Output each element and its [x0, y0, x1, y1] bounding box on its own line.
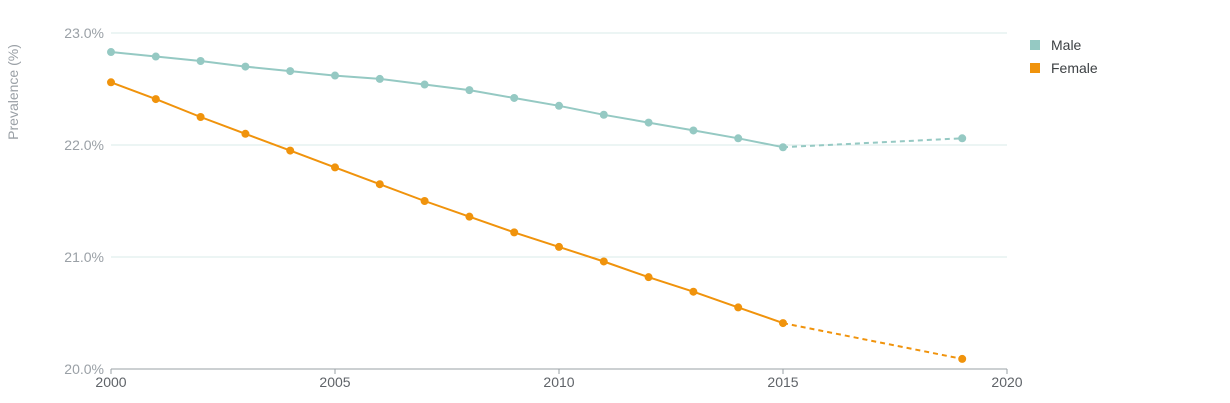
data-point-male: [510, 93, 519, 102]
data-point-male: [286, 67, 295, 76]
data-point-female: [241, 129, 250, 138]
legend-label-female: Female: [1051, 59, 1098, 76]
data-point-male: [375, 74, 384, 83]
data-point-female: [510, 228, 519, 237]
x-tick-label: 2020: [991, 374, 1022, 390]
data-point-female: [151, 95, 160, 104]
data-point-male: [599, 110, 608, 119]
data-point-female: [107, 78, 115, 87]
y-tick-label: 23.0%: [64, 25, 104, 41]
data-point-male: [331, 71, 339, 80]
data-point-female: [331, 163, 339, 172]
data-point-male: [107, 48, 115, 57]
data-point-female: [689, 287, 698, 296]
legend-swatch-male: [1030, 39, 1040, 50]
data-point-female: [644, 273, 653, 282]
legend-label-male: Male: [1051, 36, 1082, 53]
data-point-male: [644, 118, 653, 127]
data-point-male: [151, 52, 160, 61]
data-point-male: [555, 101, 563, 110]
legend-item-male[interactable]: Male: [1030, 33, 1098, 56]
legend-swatch-female: [1030, 62, 1040, 73]
y-tick-label: 22.0%: [64, 137, 104, 153]
projection-point-female: [958, 354, 967, 363]
data-point-female: [734, 303, 743, 312]
series-projection-female: [782, 322, 963, 360]
x-tick-label: 2005: [319, 374, 350, 390]
data-point-female: [555, 242, 563, 251]
data-point-female: [286, 146, 295, 155]
y-tick-label: 20.0%: [64, 361, 104, 377]
data-point-female: [779, 319, 787, 328]
y-axis-label: Prevalence (%): [5, 44, 21, 140]
data-point-male: [779, 143, 787, 152]
data-point-female: [420, 197, 429, 205]
legend: Male Female: [1030, 33, 1098, 79]
data-point-male: [241, 62, 250, 71]
x-axis-ticks: 2000 2005 2010 2015 2020: [95, 369, 1023, 390]
projection-point-male: [958, 134, 967, 143]
data-point-male: [734, 134, 743, 143]
data-point-male: [689, 126, 698, 135]
x-tick-label: 2015: [767, 374, 798, 390]
data-point-female: [465, 212, 474, 221]
data-point-female: [375, 180, 384, 189]
data-point-male: [420, 80, 429, 89]
y-axis-ticks: 20.0% 21.0% 22.0% 23.0%: [64, 25, 104, 377]
data-point-male: [465, 86, 474, 95]
y-tick-label: 21.0%: [64, 249, 104, 265]
data-point-male: [196, 57, 205, 65]
legend-item-female[interactable]: Female: [1030, 56, 1098, 79]
gridlines: [111, 32, 1007, 370]
series-projection-male: [782, 137, 963, 149]
data-point-female: [196, 113, 205, 121]
data-point-female: [599, 257, 608, 266]
series-line-female: [110, 81, 784, 325]
series-line-male: [110, 51, 784, 149]
x-tick-label: 2010: [543, 374, 574, 390]
series-layer: [107, 48, 967, 363]
x-tick-label: 2000: [95, 374, 126, 390]
